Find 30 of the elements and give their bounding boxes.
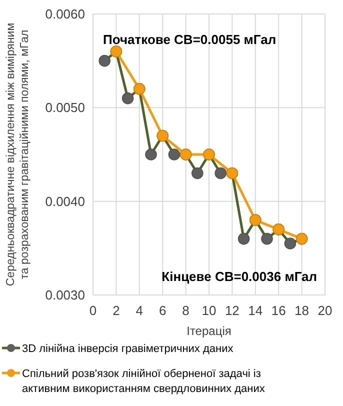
x-tick-label: 8 <box>182 303 190 318</box>
point <box>284 238 296 250</box>
legend-label: Спільний розв'язок лінійної оберненої задачі із активним використанням свердловинних даних <box>22 368 266 395</box>
x-tick-label: 6 <box>158 303 166 318</box>
y-tick-label: 0.0030 <box>45 288 85 303</box>
point <box>122 92 134 104</box>
x-tick-label: 2 <box>112 303 120 318</box>
y-tick-label: 0.0050 <box>45 100 85 116</box>
annotation: Кінцеве СВ=0.0036 мГал <box>162 269 317 284</box>
x-tick-label: 16 <box>271 303 286 318</box>
point <box>238 232 250 245</box>
x-tick-label: 10 <box>202 303 216 318</box>
x-tick-label: 20 <box>318 303 332 318</box>
y-tick-label: 0.0040 <box>45 194 85 209</box>
x-tick-label: 4 <box>136 303 144 318</box>
x-tick-label: 12 <box>224 303 240 318</box>
y-tick-label: 0.0060 <box>45 6 85 22</box>
x-tick-label: 14 <box>248 303 263 318</box>
point <box>145 148 157 160</box>
point <box>214 167 226 180</box>
x-tick-label: 18 <box>294 303 310 318</box>
x-axis-title: Ітерація <box>186 324 232 338</box>
legend-label: 3D лінійна інверсія гравіметричних даних <box>22 343 234 355</box>
point <box>192 167 204 180</box>
y-axis-title: Середньоквадратичне відхилення між виміряним та розрахованим гравітаційними полями, мГал <box>5 22 31 286</box>
annotation: Початкове СВ=0.0055 мГал <box>103 32 276 47</box>
x-tick-label: 0 <box>89 303 97 318</box>
point <box>261 232 273 245</box>
point <box>168 148 180 160</box>
point <box>98 54 110 67</box>
